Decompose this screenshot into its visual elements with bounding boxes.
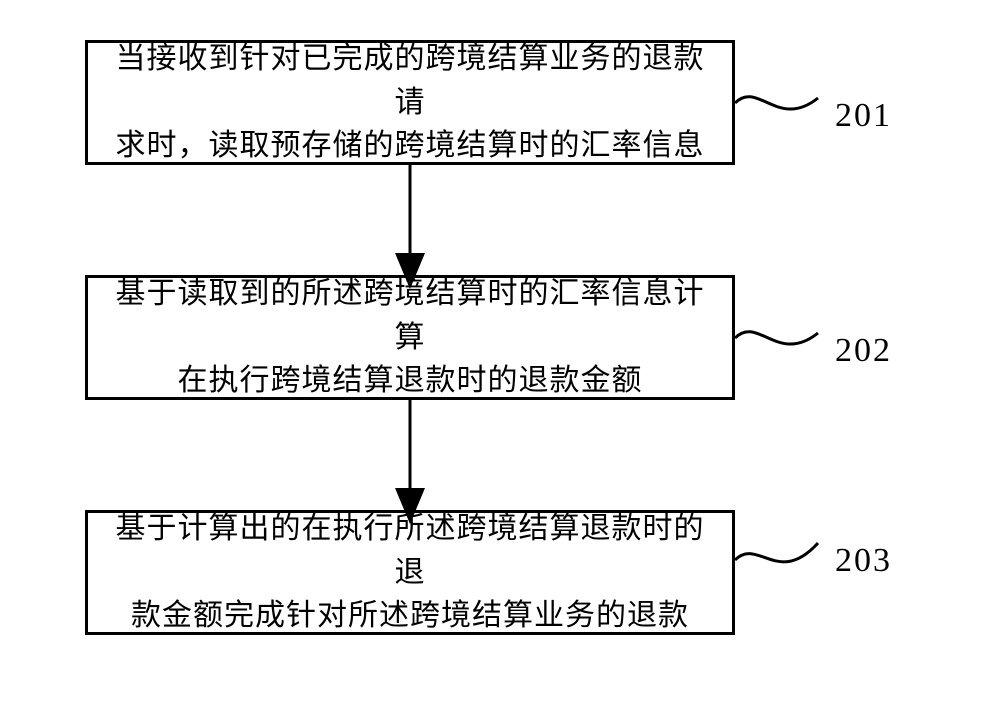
flowchart-step-label: 203 bbox=[835, 542, 892, 580]
flowchart-step-label: 201 bbox=[835, 97, 892, 135]
flowchart-node-text: 当接收到针对已完成的跨境结算业务的退款请 bbox=[112, 37, 708, 124]
flowchart-node: 当接收到针对已完成的跨境结算业务的退款请求时，读取预存储的跨境结算时的汇率信息 bbox=[85, 40, 735, 165]
flowchart-node-text: 求时，读取预存储的跨境结算时的汇率信息 bbox=[112, 124, 708, 168]
flowchart-node-text: 在执行跨境结算退款时的退款金额 bbox=[112, 359, 708, 403]
flowchart-node: 基于读取到的所述跨境结算时的汇率信息计算在执行跨境结算退款时的退款金额 bbox=[85, 275, 735, 400]
flowchart-node-text: 基于计算出的在执行所述跨境结算退款时的退 bbox=[112, 507, 708, 594]
flowchart-step-label: 202 bbox=[835, 332, 892, 370]
flowchart-node-text: 基于读取到的所述跨境结算时的汇率信息计算 bbox=[112, 272, 708, 359]
flowchart-node-text: 款金额完成针对所述跨境结算业务的退款 bbox=[112, 594, 708, 638]
flowchart-node: 基于计算出的在执行所述跨境结算退款时的退款金额完成针对所述跨境结算业务的退款 bbox=[85, 510, 735, 635]
